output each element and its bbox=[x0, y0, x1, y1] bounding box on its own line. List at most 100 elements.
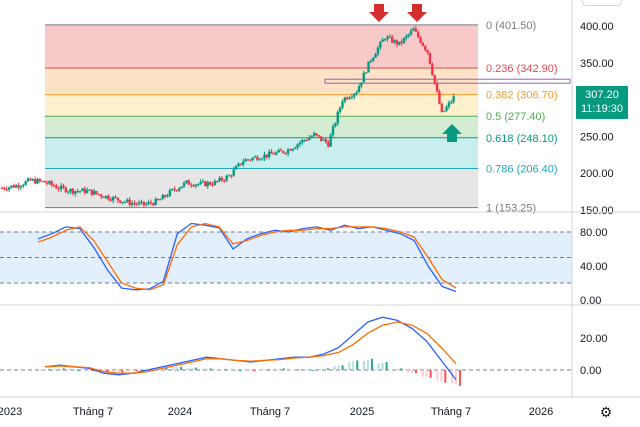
macd-line bbox=[44, 316, 457, 380]
macd-histogram-bar bbox=[400, 368, 403, 370]
candle-body bbox=[10, 185, 13, 188]
candle-body bbox=[258, 159, 261, 161]
candle-body bbox=[395, 40, 399, 45]
candle-body bbox=[409, 30, 413, 35]
candle-body bbox=[38, 179, 42, 181]
candle-body bbox=[424, 45, 427, 51]
candle-body bbox=[381, 39, 384, 42]
candle-body bbox=[12, 185, 16, 188]
candle-body bbox=[93, 191, 96, 195]
candle-body bbox=[315, 133, 318, 136]
candle-body bbox=[197, 184, 200, 186]
candle-body bbox=[348, 97, 351, 100]
stoch-tick-label: 0.00 bbox=[580, 295, 601, 307]
candle-body bbox=[308, 137, 311, 141]
candle-body bbox=[405, 35, 408, 38]
macd-histogram-bar bbox=[377, 363, 380, 370]
candle-body bbox=[400, 41, 403, 44]
candle-body bbox=[270, 151, 273, 154]
candle-body bbox=[149, 202, 153, 204]
candle-body bbox=[7, 187, 11, 190]
candle-body bbox=[213, 181, 217, 186]
candle-body bbox=[239, 163, 243, 165]
macd-histogram-bar bbox=[260, 369, 263, 371]
candle-body bbox=[152, 203, 155, 206]
candle-body bbox=[0, 187, 4, 189]
macd-tick-label: 20.00 bbox=[580, 333, 608, 345]
candle-body bbox=[246, 159, 250, 161]
candle-body bbox=[218, 177, 221, 182]
macd-histogram-bar bbox=[132, 370, 135, 371]
macd-histogram-bar bbox=[44, 369, 46, 371]
macd-histogram-bar bbox=[421, 370, 424, 377]
date-tick-label: 2026 bbox=[529, 406, 553, 418]
price-tick-label: 200.00 bbox=[580, 168, 614, 180]
last-price-badge: 307.20 11:19:30 bbox=[576, 86, 628, 119]
settings-gear-icon[interactable]: ⚙ bbox=[599, 404, 613, 420]
candle-body bbox=[130, 203, 134, 205]
stochastic-panel: 80.00 40.00 0.00 bbox=[0, 222, 608, 307]
candle-body bbox=[173, 188, 176, 191]
candle-body bbox=[62, 185, 65, 188]
macd-histogram-bar bbox=[69, 370, 72, 371]
candle-body bbox=[390, 36, 394, 43]
candle-body bbox=[336, 111, 339, 124]
candle-body bbox=[402, 37, 406, 44]
candle-body bbox=[447, 102, 451, 107]
macd-histogram-bar bbox=[455, 370, 457, 385]
candle-body bbox=[426, 50, 429, 53]
candle-body bbox=[388, 36, 391, 38]
candle-body bbox=[260, 158, 264, 160]
candle-body bbox=[206, 182, 209, 187]
fib-label-0: 0 (401.50) bbox=[486, 20, 536, 32]
macd-histogram-bar bbox=[165, 367, 168, 370]
macd-histogram-bar bbox=[429, 370, 432, 378]
candle-body bbox=[294, 147, 297, 149]
macd-histogram-bar bbox=[249, 370, 252, 371]
macd-histogram-bar bbox=[264, 369, 267, 371]
candle-body bbox=[428, 52, 432, 65]
macd-histogram-bar bbox=[381, 362, 384, 370]
candle-body bbox=[369, 60, 373, 62]
candle-body bbox=[71, 188, 75, 194]
candle-body bbox=[407, 34, 410, 36]
candle-body bbox=[284, 153, 287, 155]
candle-body bbox=[357, 86, 361, 93]
macd-histogram-bar bbox=[425, 370, 428, 378]
candle-body bbox=[286, 149, 290, 154]
candle-body bbox=[414, 28, 418, 32]
candle-body bbox=[376, 47, 380, 55]
candle-body bbox=[22, 184, 25, 187]
macd-histogram-bar bbox=[209, 368, 212, 370]
macd-panel: 20.00 0.00 bbox=[0, 316, 608, 386]
macd-histogram-bar bbox=[172, 367, 175, 370]
candle-body bbox=[232, 169, 235, 176]
macd-histogram-bar bbox=[88, 370, 91, 371]
macd-histogram-bar bbox=[62, 368, 65, 370]
candle-body bbox=[145, 203, 148, 206]
macd-histogram-bar bbox=[136, 370, 139, 371]
candle-body bbox=[440, 103, 444, 112]
scroll-top-icon[interactable] bbox=[582, 0, 622, 6]
macd-histogram-bar bbox=[356, 360, 359, 370]
date-axis: 2023 Tháng 7 2024 Tháng 7 2025 Tháng 7 2026 bbox=[0, 406, 553, 418]
price-candles bbox=[0, 25, 455, 209]
macd-histogram-bar bbox=[385, 362, 388, 370]
candle-body bbox=[265, 154, 269, 158]
macd-histogram-bar bbox=[238, 370, 241, 371]
candle-body bbox=[241, 161, 245, 165]
macd-histogram-bar bbox=[40, 369, 42, 371]
candle-body bbox=[383, 39, 387, 41]
candle-body bbox=[81, 188, 84, 192]
macd-histogram-bar bbox=[396, 368, 399, 370]
candle-body bbox=[452, 96, 455, 102]
macd-histogram-bar bbox=[312, 370, 315, 371]
candle-body bbox=[24, 181, 27, 185]
candle-body bbox=[244, 159, 247, 162]
candle-body bbox=[296, 144, 299, 148]
candle-body bbox=[334, 123, 337, 127]
candle-body bbox=[140, 201, 143, 203]
stoch-tick-label: 40.00 bbox=[580, 261, 608, 273]
candle-body bbox=[331, 126, 335, 136]
candle-body bbox=[237, 163, 240, 167]
